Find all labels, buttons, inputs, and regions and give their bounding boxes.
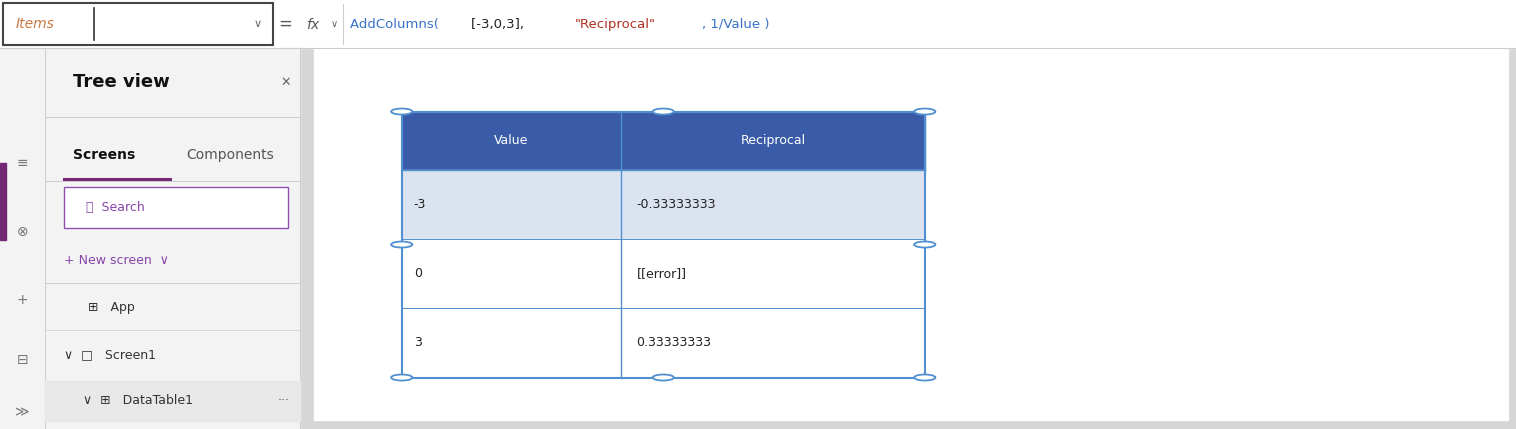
Text: ✕: ✕	[280, 76, 291, 89]
FancyBboxPatch shape	[3, 3, 273, 45]
Text: + New screen  ∨: + New screen ∨	[64, 254, 168, 267]
Bar	[402, 112, 925, 378]
Bar	[402, 308, 925, 378]
Text: ≡: ≡	[17, 156, 29, 170]
Text: ∨: ∨	[253, 19, 262, 29]
Text: 3: 3	[414, 336, 421, 350]
Bar	[402, 112, 925, 170]
Text: [-3,0,3],: [-3,0,3],	[471, 18, 529, 30]
Text: $\mathit{fx}$: $\mathit{fx}$	[306, 17, 321, 31]
Text: ∨  □   Screen1: ∨ □ Screen1	[64, 348, 156, 361]
Text: -0.33333333: -0.33333333	[637, 198, 716, 211]
Text: AddColumns(: AddColumns(	[350, 18, 443, 30]
Bar	[402, 170, 925, 239]
Circle shape	[652, 109, 673, 115]
Text: ⊞   App: ⊞ App	[88, 301, 135, 314]
Text: ∨: ∨	[330, 19, 338, 29]
Text: 0.33333333: 0.33333333	[637, 336, 711, 350]
Circle shape	[391, 242, 412, 248]
Text: +: +	[17, 293, 29, 307]
Text: ···: ···	[277, 394, 290, 408]
Text: Items: Items	[15, 17, 55, 31]
Text: Tree view: Tree view	[73, 73, 170, 91]
Circle shape	[914, 109, 935, 115]
Text: [[error]]: [[error]]	[637, 267, 687, 280]
Text: "Reciprocal": "Reciprocal"	[575, 18, 655, 30]
Circle shape	[914, 375, 935, 381]
Bar	[0, 0, 1516, 48]
Text: ≫: ≫	[15, 405, 30, 419]
Text: Screens: Screens	[73, 148, 135, 162]
Text: 0: 0	[414, 267, 421, 280]
Text: ∨  ⊞   DataTable1: ∨ ⊞ DataTable1	[83, 394, 194, 408]
Text: -3: -3	[414, 198, 426, 211]
Bar	[45, 48, 300, 429]
Bar	[402, 239, 925, 308]
Text: ⊟: ⊟	[17, 353, 29, 367]
Text: ⊗: ⊗	[17, 225, 29, 239]
Bar	[0, 48, 45, 429]
Text: Components: Components	[186, 148, 274, 162]
Bar	[300, 48, 1516, 429]
FancyBboxPatch shape	[64, 187, 288, 228]
Circle shape	[391, 109, 412, 115]
Bar	[314, 17, 1508, 420]
Text: Reciprocal: Reciprocal	[740, 134, 805, 147]
Text: 🔍  Search: 🔍 Search	[86, 201, 146, 214]
Circle shape	[914, 242, 935, 248]
Circle shape	[652, 375, 673, 381]
Text: =: =	[277, 15, 293, 33]
Circle shape	[391, 375, 412, 381]
Text: Value: Value	[494, 134, 529, 147]
Bar	[0, 163, 6, 240]
Text: , 1/Value ): , 1/Value )	[702, 18, 770, 30]
Bar	[45, 381, 300, 421]
